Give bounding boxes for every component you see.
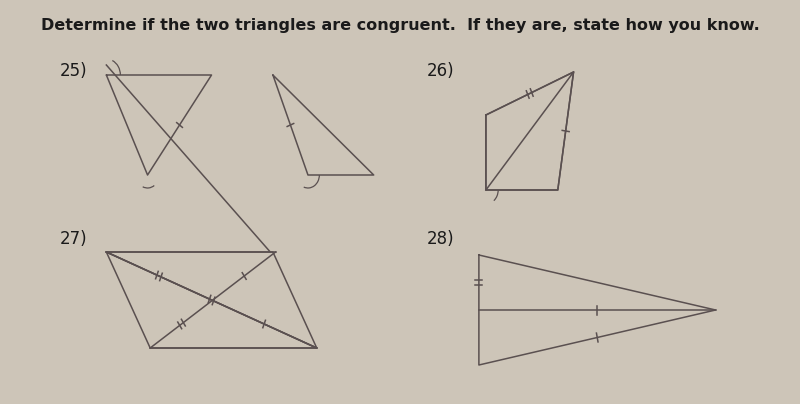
Text: 26): 26) bbox=[426, 62, 454, 80]
Text: 25): 25) bbox=[60, 62, 87, 80]
Text: 27): 27) bbox=[60, 230, 87, 248]
Text: 28): 28) bbox=[426, 230, 454, 248]
Text: Determine if the two triangles are congruent.  If they are, state how you know.: Determine if the two triangles are congr… bbox=[41, 18, 759, 33]
